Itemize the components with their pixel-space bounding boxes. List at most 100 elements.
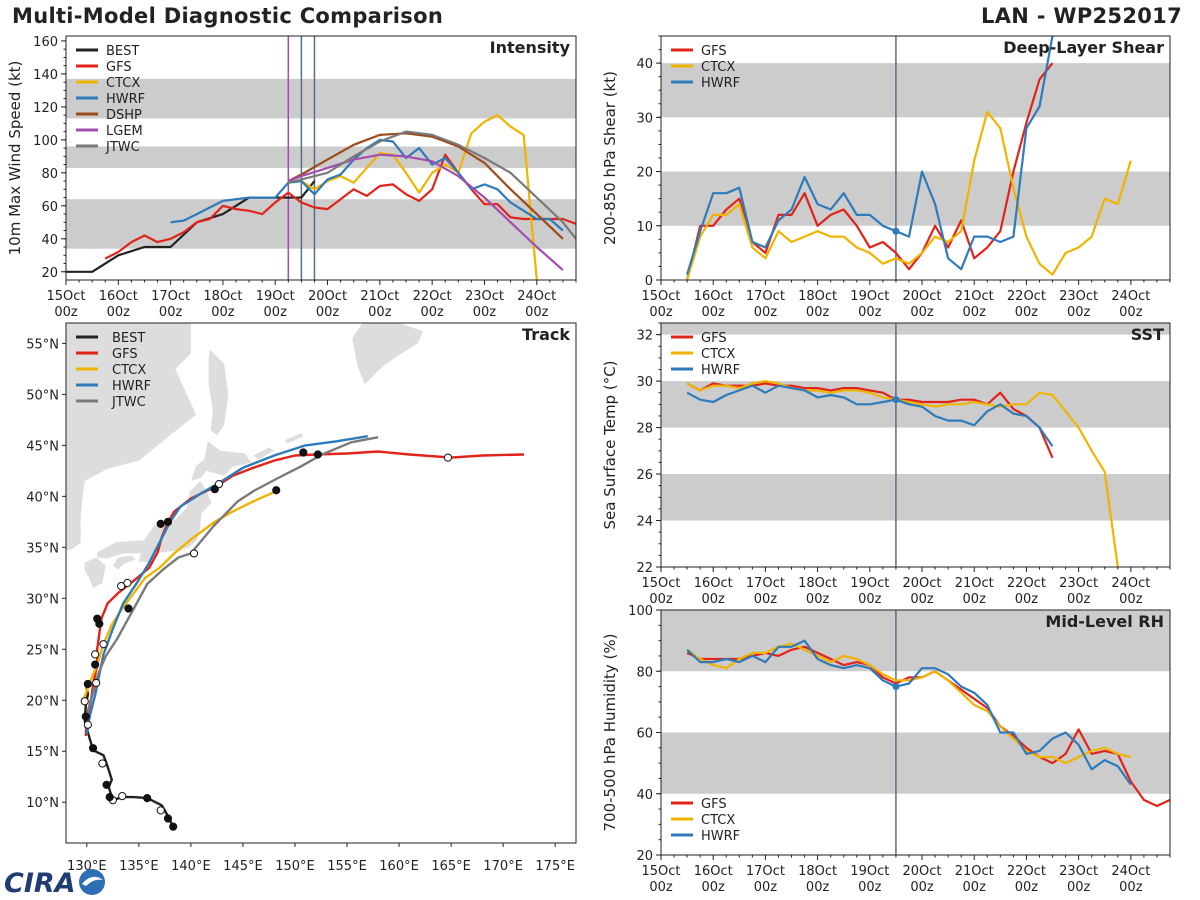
x-tick-label-hour: 00z [368, 305, 392, 320]
track-position-marker [156, 519, 165, 528]
track-line-hwrf [85, 435, 368, 735]
x-tick-label-date: 21Oct [955, 864, 994, 879]
track-position-marker [95, 619, 104, 628]
track-position-marker [123, 578, 132, 588]
y-tick-label: 0 [645, 274, 653, 289]
x-tick-label-hour: 00z [649, 880, 673, 895]
y-tick-label: 40 [636, 57, 653, 72]
x-tick-label-hour: 00z [1119, 592, 1143, 607]
x-tick-label-date: 23Oct [465, 289, 504, 304]
x-tick-label-hour: 00z [858, 880, 882, 895]
x-tick-label-hour: 00z [754, 305, 778, 320]
x-tick-label-hour: 00z [702, 592, 726, 607]
series-line-ctcx [686, 642, 1132, 765]
globe-swirl-icon [82, 876, 103, 886]
legend-entry: CTCX [701, 347, 735, 362]
x-tick-label-hour: 00z [1119, 880, 1143, 895]
y-tick-label: 10 [636, 220, 653, 235]
x-tick-label-date: 17Oct [746, 289, 785, 304]
track-position-marker [313, 450, 322, 459]
y-tick-label: 30 [636, 375, 653, 390]
land-honshu [97, 481, 212, 563]
x-tick-label-hour: 00z [806, 592, 830, 607]
legend-entry: HWRF [106, 92, 145, 107]
x-tick-label-date: 15Oct [46, 289, 85, 304]
x-tick-label-hour: 00z [1015, 880, 1039, 895]
x-tick-label-hour: 00z [702, 880, 726, 895]
track-position-marker [83, 720, 92, 729]
axes-frame [660, 322, 1171, 568]
series-line-jtwc [288, 130, 576, 240]
page-title: Multi-Model Diagnostic Comparison [12, 4, 444, 28]
series-line-gfs [104, 153, 576, 260]
axes-frame [65, 35, 577, 281]
series-group [686, 36, 1132, 280]
x-tick-label-date: 23Oct [1059, 576, 1098, 591]
series-line-ctcx [686, 380, 1120, 567]
legend-entry: GFS [112, 347, 138, 362]
lon-tick-label: 165°E [431, 859, 471, 874]
x-tick-label-hour: 00z [858, 592, 882, 607]
track-position-marker [143, 794, 152, 803]
x-tick-label-date: 16Oct [694, 576, 733, 591]
x-tick-label-date: 15Oct [641, 864, 680, 879]
x-tick-label-date: 20Oct [903, 576, 942, 591]
track-position-marker [98, 759, 107, 768]
current-time-marker [892, 396, 900, 404]
cira-logo-text: CIRA [4, 868, 76, 898]
y-tick-label: 140 [33, 68, 58, 83]
lat-tick-label: 20°N [26, 694, 59, 709]
legend-entry: CTCX [701, 813, 735, 828]
y-tick-label: 40 [636, 788, 653, 803]
track-position-marker [92, 678, 101, 688]
y-tick-label: 40 [41, 233, 58, 248]
track-position-marker [91, 660, 100, 669]
series-line-ctcx [300, 113, 538, 280]
grey-band [661, 63, 1170, 118]
x-tick-label-date: 21Oct [360, 289, 399, 304]
track-line-best [83, 683, 175, 828]
series-line-hwrf [686, 384, 1054, 447]
x-tick-label-hour: 00z [649, 592, 673, 607]
legend-entry: HWRF [112, 379, 151, 394]
y-axis-label: 10m Max Wind Speed (kt) [6, 61, 24, 256]
track-position-marker [80, 697, 89, 706]
legend-entry: CTCX [701, 60, 735, 75]
land-sakhalin [208, 349, 229, 436]
land-group [0, 323, 423, 681]
x-tick-label-hour: 00z [1067, 592, 1091, 607]
panel-title: Track [522, 325, 570, 344]
x-tick-label-date: 23Oct [1059, 289, 1098, 304]
y-axis-label: Sea Surface Temp (°C) [601, 360, 619, 529]
x-tick-label-hour: 00z [107, 305, 131, 320]
y-tick-label: 30 [636, 111, 653, 126]
x-tick-label-hour: 00z [963, 880, 987, 895]
series-line-dshp [287, 132, 564, 240]
x-tick-label-date: 21Oct [955, 576, 994, 591]
track-position-marker [169, 822, 178, 831]
legend-entry: HWRF [701, 363, 740, 378]
track-position-marker [163, 517, 173, 526]
track-position-marker [210, 485, 219, 494]
x-tick-label-hour: 00z [1015, 592, 1039, 607]
x-tick-label-date: 24Oct [517, 289, 556, 304]
cira-logo: CIRA [4, 868, 105, 898]
x-tick-label-hour: 00z [1067, 880, 1091, 895]
x-tick-label-date: 19Oct [850, 289, 889, 304]
y-tick-label: 100 [33, 134, 58, 149]
lat-tick-label: 15°N [26, 745, 59, 760]
x-tick-label-hour: 00z [963, 305, 987, 320]
track-position-marker [88, 744, 98, 753]
lat-tick-label: 50°N [26, 388, 59, 403]
y-tick-label: 20 [636, 849, 653, 864]
series-line-hwrf [686, 639, 1132, 786]
track-line-gfs [84, 450, 525, 736]
land-taiwan [0, 647, 3, 681]
x-tick-label-hour: 00z [420, 305, 444, 320]
panel-title: Deep-Layer Shear [1003, 38, 1164, 57]
y-tick-label: 80 [41, 167, 58, 182]
track-position-marker [105, 793, 114, 802]
